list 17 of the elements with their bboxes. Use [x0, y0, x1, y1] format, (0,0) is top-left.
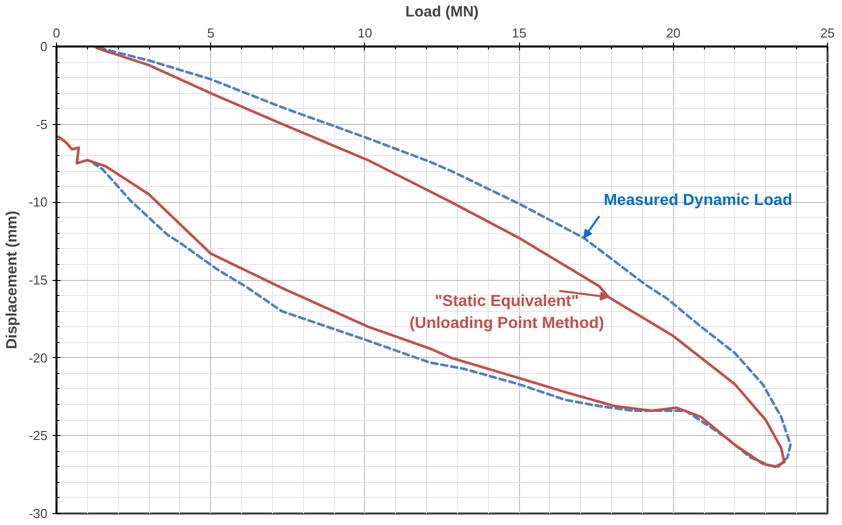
y-axis-title: Displacement (mm) — [4, 210, 21, 350]
text: Measured Dynamic Load — [604, 192, 792, 210]
x-tick-label: 0 — [52, 26, 60, 40]
x-tick-label: 10 — [358, 26, 372, 40]
y-tick-label: -5 — [36, 116, 48, 132]
y-tick-label: -15 — [28, 272, 48, 288]
y-tick-label: -10 — [28, 194, 48, 210]
x-tick-label: 15 — [512, 26, 526, 40]
y-tick-label: 0 — [40, 39, 48, 54]
x-axis-title: Load (MN) — [405, 4, 479, 20]
y-tick-label: -30 — [28, 506, 48, 521]
x-tick-label: 5 — [207, 26, 214, 40]
y-tick-label: -25 — [28, 428, 48, 444]
legend-label: "Static Equivalent" (Unloading Point Method) — [409, 293, 604, 332]
y-tick-label: -20 — [28, 350, 48, 366]
x-tick-label: 25 — [820, 26, 835, 40]
x-tick-label: 20 — [666, 26, 681, 40]
